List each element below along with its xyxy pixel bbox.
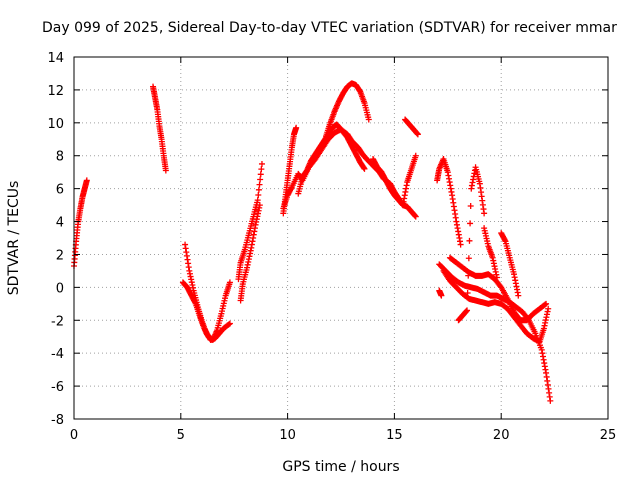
series-arc-10 bbox=[323, 80, 372, 139]
data-point bbox=[293, 124, 300, 131]
data-points bbox=[71, 80, 554, 404]
series-arc-9 bbox=[295, 121, 368, 197]
data-point bbox=[256, 181, 263, 188]
data-point bbox=[515, 292, 522, 299]
data-point bbox=[545, 305, 552, 312]
series-arc-7 bbox=[280, 124, 300, 217]
y-tick-label: 12 bbox=[47, 84, 64, 99]
series-arc-16 bbox=[481, 225, 500, 281]
x-axis-label: GPS time / hours bbox=[282, 459, 399, 475]
y-axis-label: SDTVAR / TECUs bbox=[6, 181, 22, 296]
axis-ticks: 0 5 10 15 20 25 -8 -6 -4 -2 0 2 4 6 8 10 12 14 bbox=[47, 51, 616, 443]
data-point bbox=[414, 131, 421, 138]
data-point bbox=[254, 197, 261, 204]
x-tick-label: 15 bbox=[386, 428, 403, 443]
x-tick-label: 5 bbox=[177, 428, 185, 443]
data-point bbox=[226, 279, 233, 286]
x-tick-label: 0 bbox=[70, 428, 78, 443]
data-point bbox=[226, 321, 233, 328]
data-point bbox=[457, 241, 464, 248]
data-point bbox=[464, 307, 471, 314]
data-point bbox=[255, 191, 262, 198]
x-tick-label: 25 bbox=[600, 428, 617, 443]
data-point bbox=[467, 203, 474, 210]
data-point bbox=[83, 177, 90, 184]
y-tick-label: 4 bbox=[56, 216, 64, 231]
y-tick-label: 0 bbox=[56, 281, 64, 296]
y-tick-label: -8 bbox=[51, 413, 64, 428]
data-point bbox=[542, 301, 549, 308]
data-point bbox=[257, 176, 264, 183]
data-point bbox=[255, 186, 262, 193]
y-tick-label: -6 bbox=[51, 380, 64, 395]
data-point bbox=[257, 171, 264, 178]
data-point bbox=[256, 202, 263, 209]
series-arc-4 bbox=[179, 279, 233, 344]
series-arc-13 bbox=[434, 156, 464, 248]
series-arc-11 bbox=[370, 152, 419, 209]
series-arc-2 bbox=[150, 83, 169, 174]
series-arc-12 bbox=[402, 116, 421, 138]
data-point bbox=[481, 210, 488, 217]
y-tick-label: 2 bbox=[56, 248, 64, 263]
data-point bbox=[466, 237, 473, 244]
data-point bbox=[258, 160, 265, 167]
series-arc-19 bbox=[446, 254, 550, 324]
series-arc-6 bbox=[237, 202, 263, 304]
data-point bbox=[361, 165, 368, 172]
y-tick-label: 14 bbox=[47, 51, 64, 66]
data-point bbox=[547, 397, 554, 404]
series-arc-17 bbox=[436, 261, 554, 404]
y-tick-label: -4 bbox=[51, 347, 64, 362]
data-point bbox=[467, 220, 474, 227]
series-arc-14 bbox=[436, 287, 445, 299]
data-point bbox=[258, 166, 265, 173]
data-point bbox=[543, 300, 550, 307]
chart-title: Day 099 of 2025, Sidereal Day-to-day VTE… bbox=[42, 20, 617, 36]
data-point bbox=[412, 213, 419, 220]
x-tick-label: 20 bbox=[493, 428, 510, 443]
y-tick-label: 6 bbox=[56, 183, 64, 198]
data-point bbox=[465, 255, 472, 262]
data-point bbox=[226, 320, 233, 327]
data-point bbox=[412, 152, 419, 159]
data-point bbox=[162, 167, 169, 174]
y-tick-label: 10 bbox=[47, 117, 64, 132]
y-tick-label: 8 bbox=[56, 150, 64, 165]
data-point bbox=[438, 292, 445, 299]
plot-frame bbox=[73, 56, 609, 420]
series-arc-15 bbox=[455, 164, 488, 324]
series-arc-20 bbox=[498, 230, 522, 299]
data-point bbox=[365, 116, 372, 123]
x-tick-label: 10 bbox=[279, 428, 296, 443]
y-tick-label: -2 bbox=[51, 314, 64, 329]
